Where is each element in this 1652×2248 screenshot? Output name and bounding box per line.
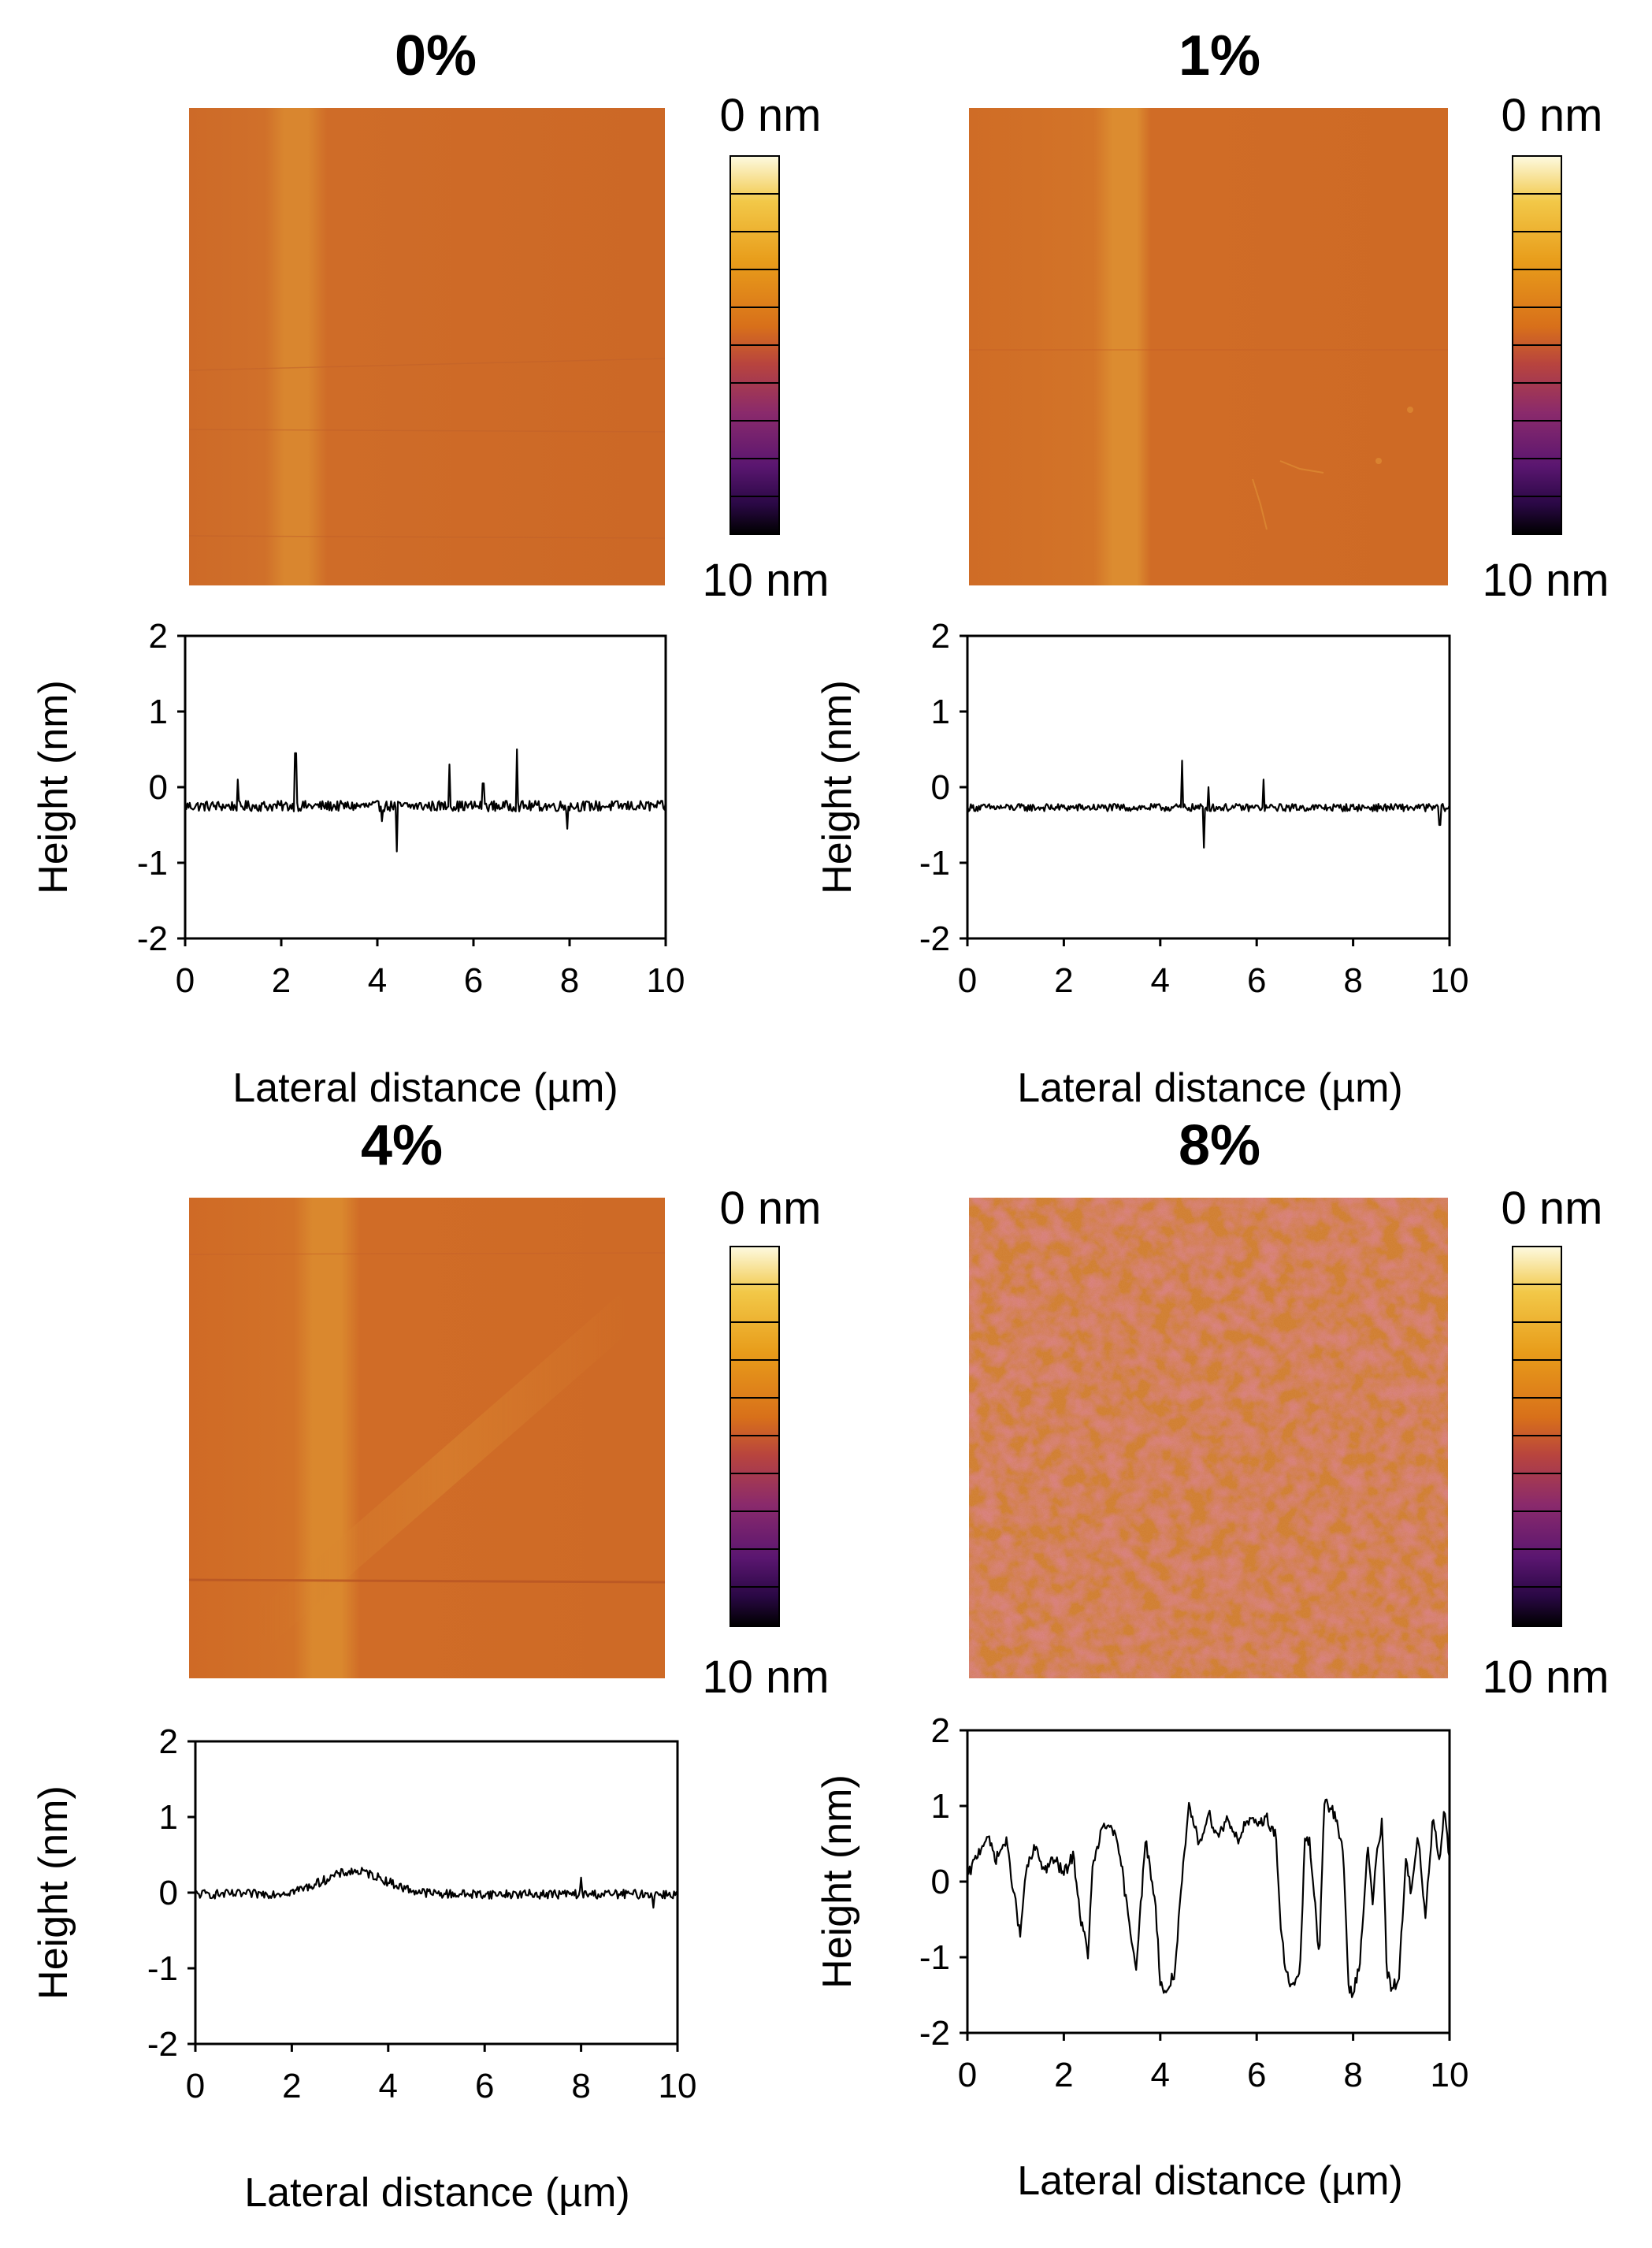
x-tick-label: 0 xyxy=(176,961,195,1000)
y-tick-label: -1 xyxy=(919,844,950,882)
x-tick-label: 6 xyxy=(1247,2056,1266,2094)
x-tick-label: 0 xyxy=(186,2067,205,2105)
panel-title: 8% xyxy=(1179,1114,1260,1177)
height-trace xyxy=(184,748,667,853)
x-ticks: 0 2 4 6 8 10 xyxy=(958,2033,1469,2094)
x-tick-label: 6 xyxy=(464,961,483,1000)
height-profile-plot: 210-1-2 0 2 4 6 8 10 xyxy=(919,1711,1469,2094)
panel-title: 4% xyxy=(361,1114,443,1177)
panel-0: 0% 0 nm 10 nm 210-1-2 0 2 4 6 8 10 Lateral di… xyxy=(31,24,830,1111)
x-tick-label: 8 xyxy=(571,2067,590,2105)
x-tick-label: 10 xyxy=(1431,961,1469,1000)
x-axis-label: Lateral distance (µm) xyxy=(232,1065,618,1111)
colorbar-ticks xyxy=(1513,193,1561,497)
y-axis-label: Height (nm) xyxy=(31,1785,76,2000)
y-ticks: 2 1 0 -1 -2 xyxy=(147,1722,195,2064)
afm-height-image xyxy=(189,108,665,585)
colorbar-top-label: 0 nm xyxy=(1502,90,1603,141)
x-ticks: 0 2 4 6 8 10 xyxy=(186,2044,697,2105)
x-tick-label: 4 xyxy=(379,2067,398,2105)
x-tick-label: 10 xyxy=(647,961,685,1000)
plot-frame xyxy=(966,1729,1451,2034)
y-tick-label: 1 xyxy=(931,693,950,731)
afm-surface-features xyxy=(969,349,1448,530)
colorbar-bottom-label: 10 nm xyxy=(702,555,829,606)
x-tick-label: 8 xyxy=(560,961,579,1000)
x-tick-label: 2 xyxy=(282,2067,301,2105)
y-tick-label: -2 xyxy=(919,920,950,958)
colorbar-top-label: 0 nm xyxy=(720,90,822,141)
colorbar-top-label: 0 nm xyxy=(1502,1183,1603,1234)
x-axis-label: Lateral distance (µm) xyxy=(244,2170,629,2216)
y-tick-label: 2 xyxy=(931,1711,950,1750)
afm-scan-lines xyxy=(188,358,666,539)
y-tick-label: 2 xyxy=(931,617,950,656)
x-tick-label: 4 xyxy=(1151,2056,1170,2094)
y-tick-label: -1 xyxy=(919,1938,950,1977)
height-profile-plot: 210-1-2 0 2 4 6 8 10 xyxy=(147,1722,697,2105)
y-tick-label: 2 xyxy=(149,617,168,656)
y-axis-label: Height (nm) xyxy=(31,680,76,894)
y-tick-label: 0 xyxy=(931,768,950,807)
y-ticks: 2 1 0 -1 -2 xyxy=(919,617,967,958)
y-tick-label: -1 xyxy=(137,844,168,882)
afm-surface-features xyxy=(188,1252,666,1644)
x-tick-label: 8 xyxy=(1343,2056,1362,2094)
x-tick-label: 4 xyxy=(368,961,387,1000)
y-tick-label: -2 xyxy=(919,2014,950,2053)
colorbar-ticks xyxy=(1513,1284,1561,1588)
panel-3: 8% 0 nm 10 nm 210-1-2 0 2 4 6 8 10 Lateral di… xyxy=(815,1114,1609,2204)
x-ticks: 0 2 4 6 8 10 xyxy=(958,938,1469,1000)
y-tick-label: -1 xyxy=(147,1949,178,1988)
x-tick-label: 10 xyxy=(1431,2056,1469,2094)
x-axis-label: Lateral distance (µm) xyxy=(1017,2158,1402,2204)
height-profile-plot: 210-1-2 0 2 4 6 8 10 xyxy=(137,617,685,1000)
colorbar-ticks xyxy=(730,193,779,497)
afm-height-image xyxy=(969,1198,1448,1678)
x-axis-label: Lateral distance (µm) xyxy=(1017,1065,1402,1111)
y-ticks: 2 1 0 -1 -2 xyxy=(137,617,185,958)
x-tick-label: 2 xyxy=(1054,961,1073,1000)
y-tick-label: 1 xyxy=(931,1787,950,1826)
panel-2: 4% 0 nm 10 nm 210-1-2 0 2 4 6 8 10 Lateral di… xyxy=(31,1114,830,2216)
colorbar-bottom-label: 10 nm xyxy=(1482,555,1609,606)
height-trace xyxy=(967,1798,1451,1998)
y-ticks: 2 1 0 -1 -2 xyxy=(919,1711,967,2053)
x-tick-label: 0 xyxy=(958,2056,977,2094)
y-tick-label: 1 xyxy=(159,1798,178,1837)
y-tick-label: -2 xyxy=(147,2025,178,2064)
colorbar-bottom-label: 10 nm xyxy=(1482,1652,1609,1703)
afm-height-image xyxy=(189,1198,665,1678)
colorbar-ticks xyxy=(730,1284,779,1588)
x-ticks: 0 2 4 6 8 10 xyxy=(176,938,685,1000)
y-tick-label: 0 xyxy=(149,768,168,807)
plot-frame xyxy=(184,634,667,940)
colorbar-bottom-label: 10 nm xyxy=(702,1652,829,1703)
height-trace xyxy=(195,1867,678,1909)
panel-1: 1% 0 nm 10 nm 210-1-2 0 2 4 6 8 10 Lateral di… xyxy=(815,24,1609,1111)
height-trace xyxy=(966,760,1451,849)
x-tick-label: 2 xyxy=(272,961,291,1000)
panel-title: 0% xyxy=(395,24,477,87)
y-axis-label: Height (nm) xyxy=(815,1774,860,1989)
panel-title: 1% xyxy=(1179,24,1260,87)
y-tick-label: 0 xyxy=(159,1874,178,1912)
x-tick-label: 4 xyxy=(1151,961,1170,1000)
height-profile-plot: 210-1-2 0 2 4 6 8 10 xyxy=(919,617,1469,1000)
y-tick-label: 0 xyxy=(931,1863,950,1901)
y-tick-label: 1 xyxy=(149,693,168,731)
y-tick-label: 2 xyxy=(159,1722,178,1761)
x-tick-label: 0 xyxy=(958,961,977,1000)
x-tick-label: 10 xyxy=(659,2067,697,2105)
x-tick-label: 2 xyxy=(1054,2056,1073,2094)
x-tick-label: 8 xyxy=(1343,961,1362,1000)
x-tick-label: 6 xyxy=(475,2067,494,2105)
y-tick-label: -2 xyxy=(137,920,168,958)
y-axis-label: Height (nm) xyxy=(815,680,860,894)
x-tick-label: 6 xyxy=(1247,961,1266,1000)
afm-height-image xyxy=(969,108,1448,585)
colorbar-top-label: 0 nm xyxy=(720,1183,822,1234)
